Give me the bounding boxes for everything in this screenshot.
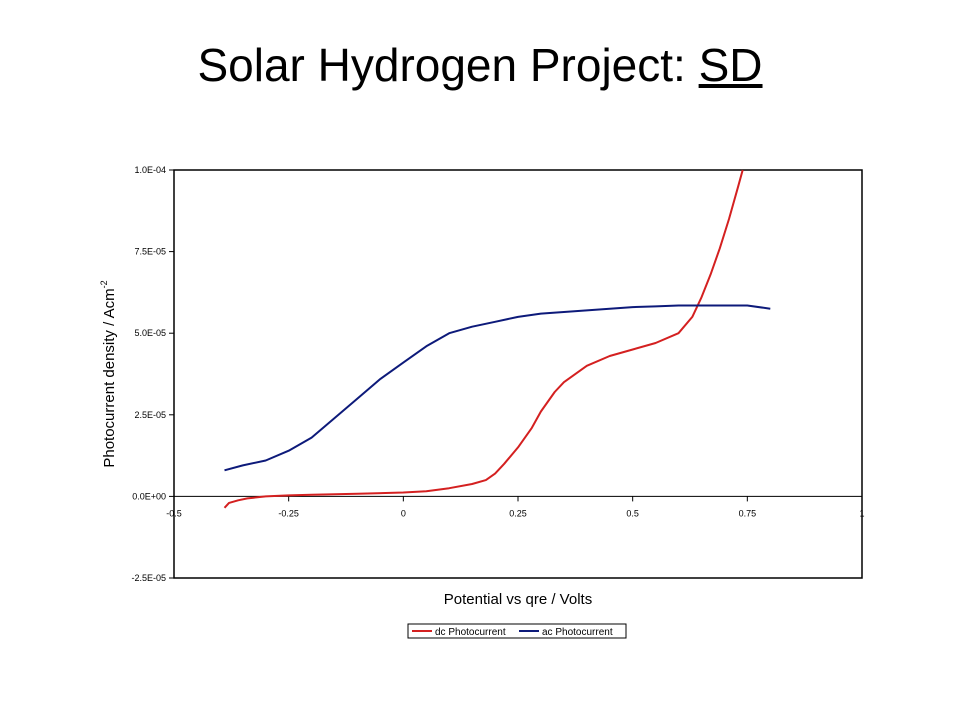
legend: dc Photocurrent ac Photocurrent [407, 623, 627, 639]
y-tick-label: 5.0E-05 [134, 328, 166, 338]
legend-dc-label: dc Photocurrent [435, 627, 506, 638]
slide-title: Solar Hydrogen Project: SD [0, 38, 960, 92]
slide-title-underlined: SD [698, 39, 763, 91]
y-axis-ticks: -2.5E-05 0.0E+00 2.5E-05 5.0E-05 7.5E-05 1.0E… [131, 165, 174, 583]
x-tick-label: 0.5 [626, 508, 639, 518]
y-axis-label-superscript: -2 [99, 280, 109, 288]
y-axis-label: Photocurrent density / Acm-2 [99, 280, 118, 467]
ac-photocurrent-line [224, 304, 771, 472]
y-tick-label: 1.0E-04 [134, 165, 166, 175]
x-axis-ticks: -0.5 -0.25 0 0.25 0.5 0.75 1 [166, 496, 865, 518]
y-tick-label: 7.5E-05 [134, 247, 166, 257]
y-tick-label: -2.5E-05 [131, 573, 166, 583]
x-tick-label: 0.25 [509, 508, 527, 518]
x-tick-label: 1 [859, 508, 864, 518]
y-tick-label: 0.0E+00 [132, 491, 166, 501]
y-tick-label: 2.5E-05 [134, 410, 166, 420]
plot-area [173, 169, 863, 579]
x-tick-label: -0.25 [278, 508, 299, 518]
x-tick-label: 0 [401, 508, 406, 518]
x-tick-label: -0.5 [166, 508, 182, 518]
legend-ac-label: ac Photocurrent [542, 627, 613, 638]
x-tick-label: 0.75 [739, 508, 757, 518]
legend-box [407, 623, 627, 639]
slide-title-main: Solar Hydrogen Project: [197, 39, 699, 91]
dc-photocurrent-line [223, 169, 744, 509]
series-layer [223, 169, 771, 509]
y-axis-label-main: Photocurrent density / Acm [101, 288, 118, 467]
x-axis-label: Potential vs qre / Volts [444, 591, 592, 608]
